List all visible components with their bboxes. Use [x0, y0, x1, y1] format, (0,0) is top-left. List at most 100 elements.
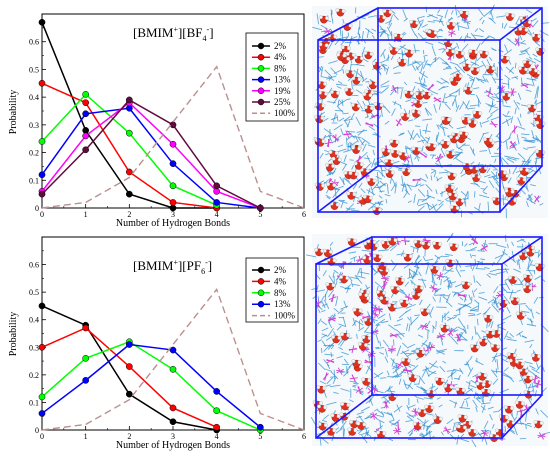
cation-bond [489, 413, 493, 421]
cation-bond [455, 267, 462, 278]
cation-bond [394, 323, 401, 327]
cation-bond [530, 308, 534, 319]
cation-bond [378, 170, 386, 178]
cation-bond [506, 158, 515, 164]
cation-bond [425, 366, 430, 372]
cation-bond [373, 323, 380, 333]
cation-bond [468, 312, 476, 315]
anion-bond [351, 345, 355, 354]
cation-bond [438, 28, 444, 32]
cation-bond [505, 66, 515, 74]
cation-bond [327, 101, 336, 104]
cation-bond [461, 43, 469, 51]
water-hydrogen [485, 65, 490, 70]
water-hydrogen [461, 281, 465, 285]
cation-bond [374, 414, 384, 418]
cation-bond [482, 311, 488, 315]
cation-bond [365, 331, 376, 335]
cation-bond [488, 321, 492, 327]
cation-bond [442, 93, 446, 103]
water-hydrogen [370, 90, 375, 95]
cation-bond [443, 126, 448, 130]
simulation-box-outline [315, 236, 543, 439]
cation-bond [505, 119, 510, 127]
water-hydrogen [524, 27, 529, 32]
cation-bond [412, 96, 417, 100]
cation-bond [386, 411, 393, 417]
cation-bond [336, 85, 342, 89]
cation-bond [512, 166, 518, 175]
cation-bond [390, 412, 395, 421]
cation-bond [371, 158, 376, 168]
anion-bond [485, 90, 494, 95]
cation-bond [375, 333, 380, 344]
anion-bond [326, 359, 335, 363]
cation-bond [357, 32, 361, 39]
cation-bond [335, 296, 339, 307]
cation-bond [415, 260, 420, 270]
anion-bond [474, 375, 480, 384]
cation-bond [351, 164, 355, 170]
cation-bond [469, 308, 478, 312]
cation-bond [406, 343, 416, 349]
cation-bond [513, 425, 518, 436]
cation-bond [534, 90, 538, 100]
cation-bond [440, 77, 450, 84]
water-hydrogen [440, 140, 445, 145]
cation-bond [502, 105, 511, 108]
cation-bond [525, 424, 527, 430]
anion-bond [378, 305, 380, 314]
cation-bond [470, 118, 476, 121]
cation-bond [501, 157, 509, 166]
water-hydrogen [519, 16, 524, 20]
cation-bond [393, 72, 401, 74]
cation-bond [470, 161, 475, 165]
cation-bond [516, 101, 521, 105]
cation-bond [466, 388, 473, 394]
cation-bond [417, 18, 422, 27]
anion-bond [472, 237, 477, 246]
cation-bond [333, 69, 343, 75]
data-point [169, 199, 177, 206]
water-hydrogen [514, 276, 519, 281]
cation-bond [326, 377, 334, 385]
cation-bond [352, 183, 358, 190]
cation-bond [343, 115, 351, 122]
data-point [169, 140, 177, 148]
cation-bond [398, 133, 405, 137]
cation-bond [505, 140, 508, 150]
cation-bond [446, 200, 455, 203]
cation-bond [489, 56, 493, 62]
cation-bond [379, 183, 386, 189]
cation-bond [388, 242, 399, 249]
cation-bond [455, 151, 464, 154]
cation-bond [431, 90, 439, 95]
cation-bond [508, 256, 517, 263]
water-hydrogen [478, 111, 483, 116]
cation-bond [407, 316, 411, 321]
water-hydrogen [379, 296, 384, 301]
water-hydrogen [413, 374, 418, 379]
anion-bond [521, 82, 529, 88]
anion-bond [336, 368, 344, 374]
cation-bond [492, 370, 503, 373]
cation-bond [366, 29, 370, 39]
x-tick-label: 5 [258, 210, 262, 219]
legend-marker [257, 42, 265, 50]
cation-bond [316, 13, 320, 25]
water-hydrogen [474, 50, 479, 55]
cation-bond [392, 65, 401, 69]
cation-bond [536, 87, 539, 99]
cation-bond [416, 417, 425, 424]
cation-bond [488, 35, 496, 40]
water-hydrogen [421, 241, 426, 246]
water-hydrogen [525, 168, 530, 173]
cation-bond [333, 369, 336, 380]
cation-bond [461, 18, 471, 25]
cation-bond [436, 176, 439, 182]
water-hydrogen [455, 243, 459, 248]
cation-bond [515, 23, 526, 29]
water-hydrogen [504, 300, 509, 305]
cation-bond [329, 384, 341, 388]
cation-bond [490, 11, 494, 20]
